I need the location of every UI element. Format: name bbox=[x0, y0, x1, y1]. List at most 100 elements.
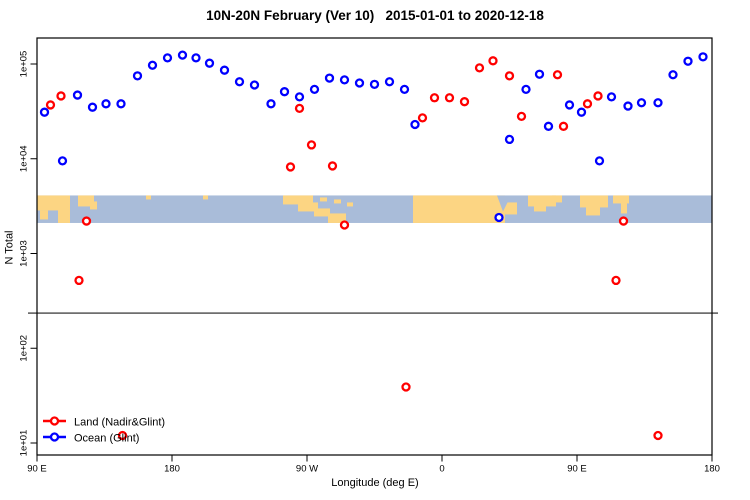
data-point-ocean bbox=[543, 121, 554, 131]
data-point-land bbox=[81, 216, 92, 226]
data-point-ocean bbox=[521, 84, 531, 95]
data-point-ocean bbox=[204, 58, 215, 68]
map-band-land bbox=[621, 202, 627, 214]
map-band-land bbox=[552, 195, 562, 203]
data-point-land bbox=[488, 56, 498, 66]
map-band-land bbox=[328, 213, 346, 223]
axis-ticks: 90 E 180 90 W 0 90 E 180 1e+01 1e+02 1e+03 1e+04 1… bbox=[19, 51, 720, 475]
data-point-ocean bbox=[564, 100, 575, 110]
data-point-ocean bbox=[294, 92, 305, 102]
y-tick-label: 1e+02 bbox=[19, 335, 30, 362]
data-point-ocean bbox=[623, 101, 633, 111]
chart-title: 10N-20N February (Ver 10) 2015-01-01 to … bbox=[206, 8, 544, 23]
data-point-ocean bbox=[162, 53, 173, 63]
data-point-ocean bbox=[384, 77, 395, 87]
legend-ocean-marker-icon bbox=[49, 432, 60, 442]
data-point-ocean bbox=[191, 53, 201, 63]
data-point-ocean bbox=[668, 70, 678, 80]
map-band-land bbox=[40, 210, 48, 220]
data-point-land bbox=[285, 162, 296, 172]
data-point-ocean bbox=[234, 77, 245, 87]
data-point-ocean bbox=[698, 52, 708, 62]
data-point-ocean bbox=[653, 98, 663, 108]
data-point-land bbox=[294, 103, 305, 114]
map-band-land bbox=[528, 195, 556, 207]
data-point-ocean bbox=[249, 80, 260, 90]
x-tick-label: 0 bbox=[439, 464, 444, 475]
data-point-ocean bbox=[177, 50, 188, 60]
x-tick-label: 90 E bbox=[27, 464, 47, 475]
data-point-ocean bbox=[636, 98, 647, 108]
legend-land-marker-icon bbox=[49, 416, 60, 426]
data-point-land bbox=[582, 99, 593, 109]
map-band-land bbox=[586, 205, 600, 216]
data-point-ocean bbox=[504, 134, 515, 145]
x-tick-label: 180 bbox=[704, 464, 720, 475]
data-point-land bbox=[45, 100, 56, 110]
data-point-ocean bbox=[399, 84, 410, 95]
data-point-ocean bbox=[39, 107, 50, 117]
data-point-land bbox=[516, 111, 527, 122]
map-band-land bbox=[580, 195, 608, 208]
y-tick-label: 1e+05 bbox=[19, 51, 30, 78]
data-point-land bbox=[653, 430, 663, 441]
y-tick-label: 1e+03 bbox=[19, 240, 30, 267]
data-point-land bbox=[504, 71, 515, 81]
data-point-ocean bbox=[594, 156, 605, 166]
data-point-land bbox=[593, 91, 603, 101]
y-tick-label: 1e+01 bbox=[19, 430, 30, 457]
data-point-ocean bbox=[354, 78, 365, 88]
map-band-land bbox=[203, 195, 208, 200]
data-point-ocean bbox=[494, 212, 504, 223]
map-band-sea-notch bbox=[497, 195, 511, 212]
data-point-land bbox=[474, 63, 485, 73]
data-point-land bbox=[117, 430, 128, 441]
data-point-land bbox=[417, 113, 428, 123]
data-point-land bbox=[558, 121, 569, 131]
data-point-land bbox=[306, 140, 317, 150]
data-point-land bbox=[327, 161, 338, 171]
data-point-ocean bbox=[87, 102, 98, 112]
data-point-land bbox=[611, 275, 621, 286]
map-band-land bbox=[320, 197, 327, 202]
map-band-land bbox=[334, 199, 341, 204]
data-point-ocean bbox=[101, 99, 111, 109]
data-point-ocean bbox=[219, 65, 230, 75]
map-band-land bbox=[314, 208, 330, 217]
x-axis-title: Longitude (deg E) bbox=[331, 477, 419, 489]
data-point-ocean bbox=[132, 71, 143, 81]
map-band-land bbox=[505, 202, 517, 215]
map-band-land bbox=[298, 202, 318, 212]
world-map-band bbox=[37, 195, 712, 223]
map-band-land bbox=[37, 195, 58, 211]
map-band-land bbox=[347, 202, 353, 207]
data-point-land bbox=[459, 97, 470, 107]
data-point-land bbox=[74, 275, 84, 286]
data-point-land bbox=[339, 220, 350, 230]
data-point-ocean bbox=[57, 156, 68, 166]
data-point-land bbox=[429, 93, 440, 103]
data-point-ocean bbox=[266, 99, 276, 109]
data-point-ocean bbox=[339, 75, 350, 85]
map-band-land bbox=[78, 195, 94, 207]
legend: Land (Nadir&Glint) Ocean (Glint) bbox=[43, 416, 165, 445]
x-tick-label: 90 W bbox=[296, 464, 318, 475]
data-point-ocean bbox=[606, 92, 617, 102]
map-band-land bbox=[413, 195, 505, 223]
map-band-land bbox=[146, 195, 151, 200]
map-band-ocean bbox=[37, 195, 712, 223]
data-point-ocean bbox=[116, 99, 126, 109]
map-band-land bbox=[283, 195, 313, 205]
data-point-land bbox=[618, 216, 629, 226]
data-point-ocean bbox=[369, 79, 380, 89]
plot-border bbox=[36, 37, 713, 456]
data-point-ocean bbox=[72, 90, 83, 100]
map-band-land bbox=[613, 195, 629, 204]
map-band-land bbox=[90, 201, 97, 210]
data-point-land bbox=[552, 70, 563, 80]
data-point-land bbox=[401, 382, 411, 392]
data-point-ocean bbox=[410, 119, 420, 130]
data-point-land bbox=[56, 91, 66, 101]
